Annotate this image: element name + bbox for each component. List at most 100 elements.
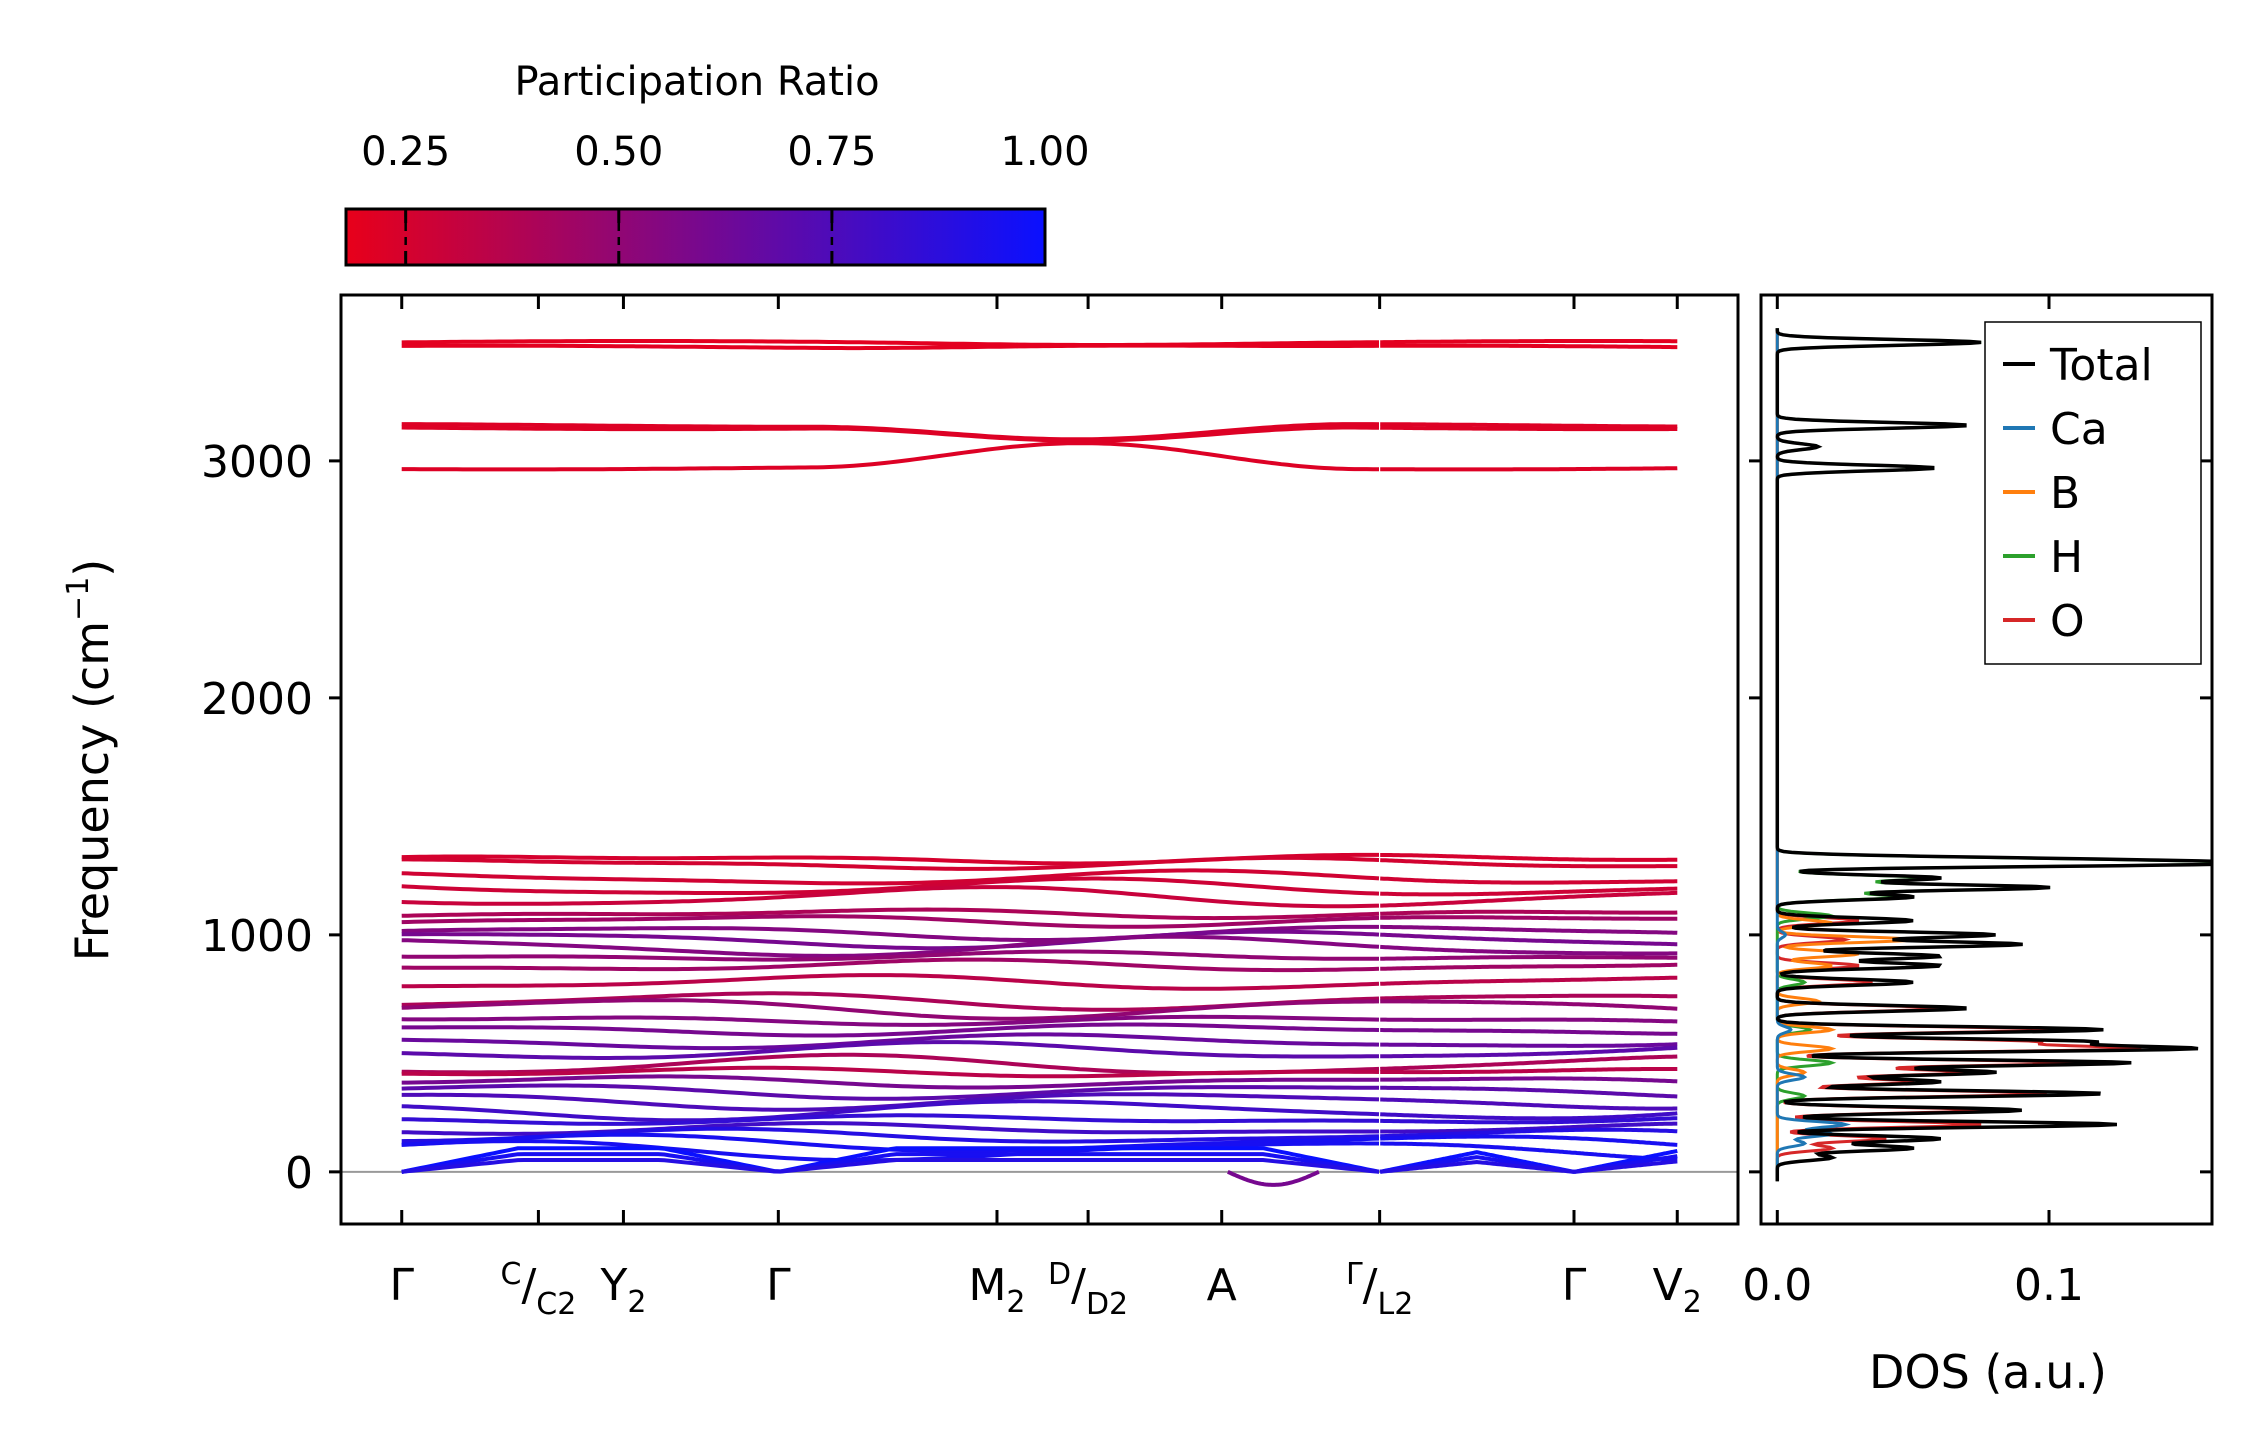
- band-optical: [1380, 1121, 1678, 1134]
- band-optical: [401, 957, 1380, 973]
- legend-label-ca: Ca: [2050, 404, 2108, 455]
- dos-panel: 0.0 0.1 DOS (a.u.) Total Ca BHO: [1742, 293, 2214, 1399]
- band-optical: [401, 1040, 1379, 1060]
- dispersion-frame: [339, 293, 1740, 1226]
- dispersion-x-ticks: Γ C/C2 Y2 Γ M2 D/D2 A Γ/L2 Γ V2: [389, 295, 1702, 1322]
- band-optical: [401, 973, 1380, 991]
- colorbar-tick-label: 0.25: [361, 129, 450, 175]
- band-optical: [1380, 924, 1678, 935]
- band-acoustic: [1379, 1154, 1678, 1174]
- band-optical: [1380, 944, 1678, 956]
- band-optical: [1380, 1085, 1678, 1099]
- band-optical: [1380, 890, 1678, 908]
- colorbar-tick-label: 1.00: [1000, 129, 1089, 175]
- band-high: [401, 343, 1380, 351]
- band-optical: [1380, 932, 1678, 947]
- dispersion-panel: 0 1000 2000 3000 Γ C/C2 Y2 Γ M2 D/D2 A Γ/L2 Γ V2 Fre…: [61, 293, 1740, 1322]
- band-high: [401, 425, 1379, 443]
- band-high: [1380, 425, 1678, 432]
- band-optical: [1380, 1134, 1678, 1147]
- dispersion-y-ticks: 0 1000 2000 3000: [201, 437, 341, 1199]
- colorbar: Participation Ratio 0.25 0.50 0.75 1.00: [344, 59, 1090, 267]
- y-tick-label: 1000: [201, 911, 313, 962]
- kpoint-label: V2: [1653, 1260, 1702, 1320]
- colorbar-tick-label: 0.75: [787, 129, 876, 175]
- colorbar-gradient: [344, 207, 1047, 267]
- band-optical: [401, 914, 1380, 929]
- band-optical: [1380, 909, 1678, 916]
- band-optical: [1380, 876, 1678, 885]
- band-acoustic: [401, 1146, 1380, 1174]
- band-imaginary-dip: [1227, 1170, 1320, 1187]
- band-acoustic: [401, 1158, 1380, 1174]
- legend-items: Total Ca BHO: [2003, 340, 2153, 647]
- band-optical: [1380, 915, 1678, 921]
- band-optical: [1380, 1028, 1678, 1036]
- band-high: [401, 441, 1379, 472]
- colorbar-title: Participation Ratio: [514, 59, 879, 105]
- dos-x-tick-label: 0.1: [2014, 1260, 2084, 1311]
- band-lines: [341, 339, 1738, 1187]
- dos-x-tick-label: 0.0: [1742, 1260, 1812, 1311]
- dos-y-ticks: [1749, 459, 2212, 1174]
- legend-label-total: Total: [2049, 340, 2153, 391]
- band-optical: [1380, 858, 1678, 869]
- band-optical: [1380, 1045, 1678, 1059]
- kpoint-label: Y2: [599, 1260, 646, 1320]
- band-high: [1380, 339, 1678, 345]
- band-optical: [401, 1074, 1379, 1090]
- kpoint-label: Γ: [389, 1260, 414, 1311]
- band-optical: [401, 885, 1380, 909]
- band-optical: [401, 949, 1379, 962]
- colorbar-tick-label: 0.50: [574, 129, 663, 175]
- colorbar-ticks: 0.25 0.50 0.75 1.00: [361, 129, 1090, 265]
- kpoint-label: C/C2: [500, 1257, 576, 1322]
- y-axis-label: Frequency (cm−1): [61, 559, 119, 962]
- band-optical: [401, 855, 1380, 871]
- y-tick-label: 3000: [201, 437, 313, 488]
- dos-lines: [1775, 328, 2212, 1182]
- band-optical: [1380, 1076, 1678, 1084]
- band-optical: [1380, 886, 1678, 897]
- kpoint-label: Γ: [1562, 1260, 1587, 1311]
- legend-label-o: O: [2050, 596, 2085, 647]
- band-acoustic: [1379, 1148, 1678, 1174]
- band-optical: [1380, 1141, 1678, 1162]
- band-optical: [401, 1113, 1380, 1126]
- band-optical: [401, 934, 1380, 958]
- band-optical: [1380, 1097, 1678, 1111]
- dos-line-total: [1775, 328, 2212, 1182]
- band-high: [1380, 422, 1678, 429]
- band-optical: [1380, 962, 1678, 971]
- band-optical: [1380, 1042, 1678, 1048]
- kpoint-label: Γ: [766, 1260, 791, 1311]
- legend: Total Ca BHO: [1984, 321, 2202, 665]
- band-optical: [1380, 955, 1678, 961]
- kpoint-label: D/D2: [1048, 1257, 1128, 1322]
- band-optical: [1380, 1127, 1678, 1139]
- band-optical: [1380, 1067, 1678, 1075]
- legend-label-b: B: [2050, 468, 2080, 519]
- band-optical: [1380, 975, 1678, 986]
- band-optical: [1380, 999, 1678, 1011]
- band-optical: [401, 1099, 1380, 1123]
- band-acoustic: [401, 1152, 1380, 1174]
- band-optical: [401, 868, 1380, 886]
- band-optical: [401, 1032, 1380, 1051]
- band-optical: [401, 1121, 1379, 1136]
- band-optical: [401, 907, 1380, 921]
- band-high: [1380, 343, 1678, 350]
- dos-x-ticks: 0.0 0.1: [1742, 295, 2084, 1311]
- kpoint-label: Γ/L2: [1346, 1257, 1413, 1322]
- band-optical: [1380, 853, 1678, 862]
- kpoint-label: M2: [968, 1260, 1025, 1320]
- band-optical: [401, 1022, 1380, 1038]
- legend-label-h: H: [2050, 532, 2083, 583]
- band-optical: [401, 1065, 1380, 1079]
- band-optical: [1380, 1054, 1678, 1071]
- band-optical: [401, 998, 1380, 1021]
- band-optical: [1380, 1111, 1678, 1121]
- y-tick-label: 2000: [201, 674, 313, 725]
- band-optical: [401, 1083, 1379, 1101]
